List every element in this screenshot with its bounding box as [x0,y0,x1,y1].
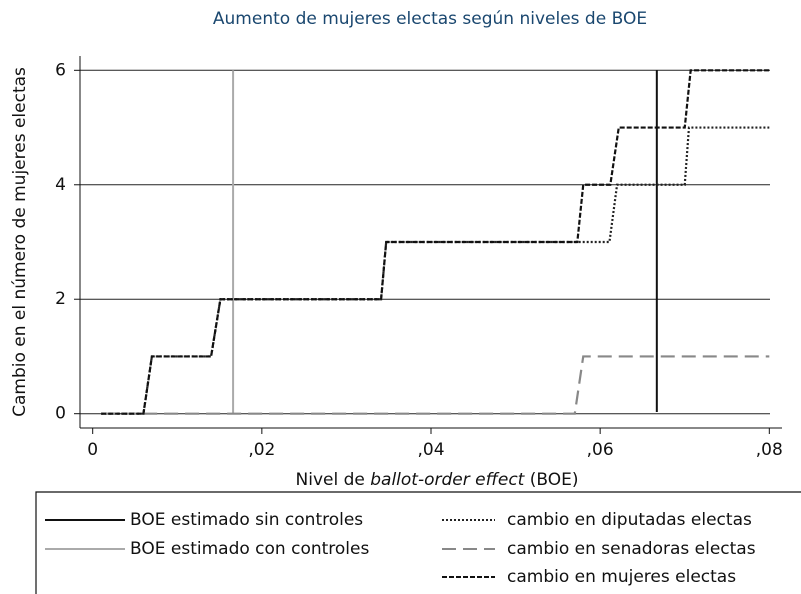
y-tick-label: 0 [55,404,66,424]
legend-label: cambio en senadoras electas [507,539,756,559]
y-tick-label: 6 [55,60,66,80]
legend-label: BOE estimado sin controles [130,510,363,530]
x-axis-label: Nivel de ballot-order effect (BOE) [296,470,579,490]
series-line [101,126,770,415]
x-tick-label: ,02 [248,440,275,460]
x-tick-label: ,04 [417,440,444,460]
y-tick-label: 4 [55,175,66,195]
x-tick-label: 0 [87,440,98,460]
legend-label: cambio en diputadas electas [507,510,752,530]
x-label-part: (BOE) [524,470,578,490]
series-line [101,355,770,415]
y-tick-label: 2 [55,289,66,309]
legend-label: cambio en mujeres electas [507,567,736,587]
x-label-part: Nivel de [296,470,371,490]
legend-box [35,491,801,594]
x-label-part: ballot-order effect [370,470,525,490]
chart-title: Aumento de mujeres electas según niveles… [213,9,647,29]
y-axis-label: Cambio en el número de mujeres electas [10,67,30,417]
legend-label: BOE estimado con controles [130,539,369,559]
x-tick-label: ,08 [756,440,783,460]
series-line [101,69,770,415]
x-tick-label: ,06 [587,440,614,460]
